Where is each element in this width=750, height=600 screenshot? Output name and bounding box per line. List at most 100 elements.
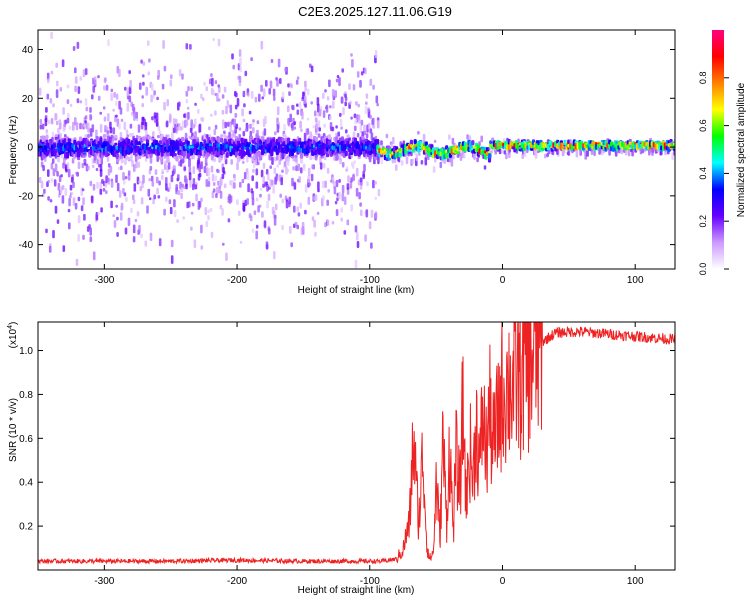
figure-title: C2E3.2025.127.11.06.G19 — [298, 4, 452, 19]
colorbar-tick-label: 0.0 — [698, 263, 708, 276]
spectrogram-cell — [279, 193, 282, 198]
spectrogram-cell — [452, 155, 455, 160]
spectrogram-cell — [168, 199, 172, 205]
spectrogram-cell — [72, 121, 75, 131]
spectrogram-cell — [77, 161, 81, 170]
spectrogram-cell — [210, 113, 213, 117]
spectrogram-cell — [61, 185, 65, 190]
spectrogram-cell — [118, 190, 122, 198]
spectrogram-cell — [225, 152, 229, 158]
spectrogram-cell — [181, 136, 185, 142]
spectrogram-cell — [339, 112, 342, 117]
spectrogram-cell — [176, 219, 179, 223]
spectrogram-cell — [219, 204, 223, 210]
spectrogram-cell — [344, 96, 348, 102]
spectrogram-cell — [247, 183, 250, 193]
spectrogram-cell — [356, 231, 359, 241]
spectrogram-cell — [260, 169, 264, 178]
spectrogram-cell — [296, 103, 299, 107]
spectrogram-cell — [483, 165, 487, 170]
spectrogram-cell — [314, 117, 318, 123]
spectrogram-cell — [130, 154, 133, 162]
spectrogram-cell — [300, 167, 303, 174]
spectrogram-cell — [158, 180, 161, 186]
spectrogram-cell — [155, 120, 159, 127]
spectrogram-cell — [251, 198, 255, 206]
spectrogram-cell — [268, 228, 271, 235]
spectrogram-cell — [83, 124, 86, 128]
spectrogram-cell — [76, 98, 80, 104]
spectrogram-cell — [170, 255, 174, 264]
y-tick-label: 20 — [22, 94, 34, 105]
spectrogram-cell — [217, 169, 220, 174]
spectrogram-cell — [356, 241, 360, 249]
spectrogram-cell — [165, 177, 168, 185]
spectrogram-cell — [242, 160, 245, 164]
spectrogram-cell — [233, 118, 236, 128]
spectrogram-cell — [255, 230, 258, 240]
spectrogram-cell — [192, 166, 196, 175]
spectrogram-cell — [65, 151, 70, 159]
spectrogram-cell — [84, 134, 88, 140]
spectrogram-cell — [287, 105, 290, 113]
spectrogram-cell — [161, 83, 165, 90]
spectrogram-cell — [113, 220, 117, 228]
spectrogram-cell — [244, 128, 248, 132]
spectrogram-cell — [347, 175, 350, 183]
spectrogram-cell — [242, 90, 246, 98]
spectrogram-cell — [274, 131, 277, 136]
spectrogram-cell — [162, 40, 165, 49]
spectrogram-cell — [229, 124, 232, 133]
spectrogram-cell — [439, 161, 443, 169]
spectrogram-cell — [250, 57, 253, 62]
spectrogram-cell — [155, 176, 159, 184]
spectrogram-cell — [201, 117, 204, 123]
spectrogram-cell — [114, 134, 118, 139]
spectrogram-cell — [306, 117, 310, 121]
spectrogram-cell — [221, 109, 225, 115]
spectrogram-cell — [166, 99, 169, 107]
x-tick-label: -100 — [360, 576, 380, 587]
spectrogram-cell — [91, 164, 95, 169]
spectrogram-cell — [244, 70, 248, 77]
spectrogram-cell — [112, 145, 116, 151]
spectrogram-cell — [274, 176, 277, 185]
snr-series-line — [38, 322, 675, 565]
spectrogram-cell — [265, 80, 268, 87]
spectrogram-cell — [105, 190, 108, 195]
spectrogram-cell — [39, 119, 43, 125]
spectrogram-cell — [317, 133, 321, 138]
spectrogram-cell — [112, 108, 115, 112]
spectrogram-cell — [395, 164, 398, 171]
spectrogram-cell — [211, 77, 214, 87]
spectrogram-cell — [324, 89, 327, 93]
spectrogram-cell — [326, 199, 329, 206]
spectrogram-cell — [371, 117, 375, 125]
spectrogram-cell — [125, 129, 129, 135]
spectrogram-cell — [66, 99, 70, 105]
spectrogram-cell — [236, 98, 240, 107]
spectrogram-cell — [183, 166, 187, 171]
spectrogram-cell — [392, 136, 395, 145]
spectrogram-cell — [140, 233, 143, 239]
spectrogram-cell — [52, 103, 55, 108]
x-tick-label: 0 — [500, 275, 506, 286]
spectrogram-cell — [480, 135, 483, 143]
spectrogram-cell — [89, 236, 93, 243]
spectrogram-cell — [376, 139, 380, 144]
spectrogram-cell — [89, 107, 92, 113]
spectrogram-cell — [135, 111, 138, 120]
spectrogram-cell — [181, 73, 184, 80]
spectrogram-cell — [296, 206, 299, 212]
y-tick-label: 0.4 — [19, 478, 33, 489]
spectrogram-cell — [338, 179, 341, 183]
spectrogram-cell — [380, 157, 384, 165]
spectrogram-cell — [47, 78, 50, 84]
spectrogram-cell — [167, 161, 171, 170]
spectrogram-cell — [342, 107, 345, 116]
spectrogram-cell — [149, 165, 153, 171]
spectrogram-cell — [273, 96, 276, 101]
spectrogram-cell — [89, 180, 93, 187]
spectrogram-cell — [194, 131, 197, 140]
spectrogram-cell — [79, 100, 83, 104]
